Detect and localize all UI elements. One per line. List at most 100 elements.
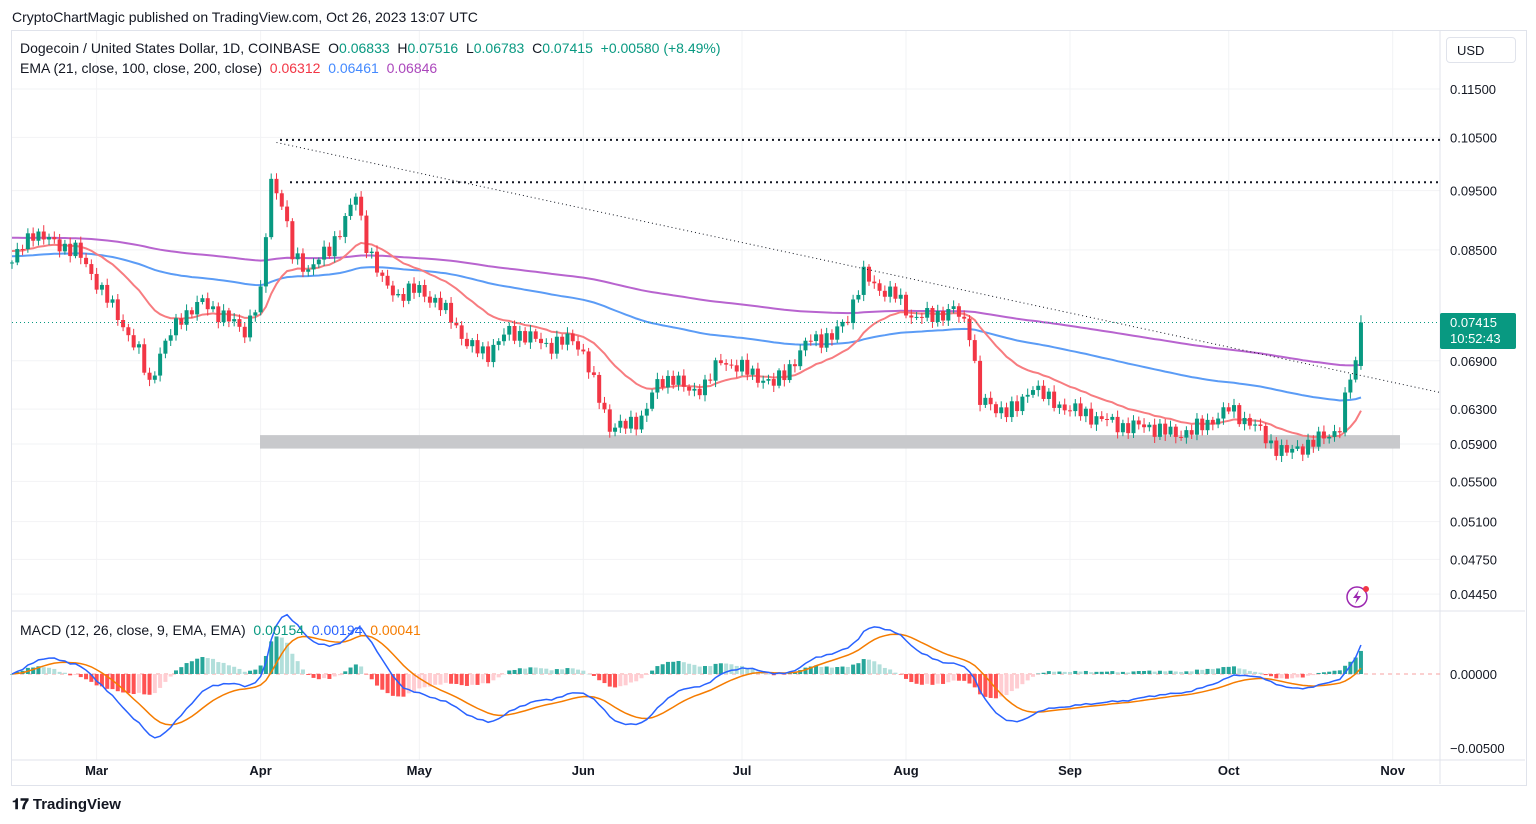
macd-histogram-bar xyxy=(708,666,713,674)
macd-histogram-bar xyxy=(200,657,205,674)
tradingview-logo[interactable]: 𝟏𝟕 TradingView xyxy=(12,796,121,813)
macd-histogram-bar xyxy=(718,663,723,674)
macd-histogram-bar xyxy=(681,662,686,674)
support-zone xyxy=(260,435,1400,449)
macd-histogram-bar xyxy=(581,670,586,674)
candle-body xyxy=(845,321,850,324)
candle-body xyxy=(68,243,73,257)
low-label: L xyxy=(465,40,474,56)
candle-body xyxy=(1004,407,1009,418)
symbol-title[interactable]: Dogecoin / United States Dollar, 1D, COI… xyxy=(20,40,321,56)
macd-histogram-bar xyxy=(1269,674,1274,677)
publisher-line: CryptoChartMagic published on TradingVie… xyxy=(12,9,478,25)
candle-body xyxy=(1020,396,1025,412)
candle-body xyxy=(422,285,427,297)
candle-body xyxy=(909,315,914,318)
macd-histogram-bar xyxy=(1247,670,1252,674)
macd-histogram-bar xyxy=(1025,674,1030,681)
candle-body xyxy=(41,231,46,240)
macd-histogram-bar xyxy=(380,674,385,690)
candle-body xyxy=(343,216,348,237)
candle-body xyxy=(935,310,940,323)
candle-body xyxy=(930,307,935,323)
candle-body xyxy=(1163,423,1168,435)
macd-histogram-bar xyxy=(1136,671,1141,674)
candle-body xyxy=(1152,424,1157,437)
macd-histogram-bar xyxy=(501,674,506,675)
macd-histogram-bar xyxy=(750,669,755,674)
candle-body xyxy=(819,334,824,348)
candle-body xyxy=(549,342,554,354)
price-tick-label: 0.05100 xyxy=(1450,515,1497,530)
change-value: +0.00580 (+8.49%) xyxy=(600,40,721,56)
macd-histogram-bar xyxy=(78,674,83,678)
macd-histogram-bar xyxy=(1306,674,1311,676)
macd-histogram-bar xyxy=(877,664,882,674)
candle-body xyxy=(248,315,253,338)
ema200-line xyxy=(11,236,1362,367)
candle-body xyxy=(999,407,1004,414)
macd-label[interactable]: MACD (12, 26, close, 9, EMA, EMA) xyxy=(20,622,246,638)
macd-histogram-bar xyxy=(216,662,221,674)
macd-histogram-bar xyxy=(1237,668,1242,674)
candle-body xyxy=(560,336,565,345)
candle-body xyxy=(591,372,596,375)
macd-histogram-bar xyxy=(1242,669,1247,674)
macd-histogram-bar xyxy=(845,666,850,674)
price-tick-label: 0.06300 xyxy=(1450,402,1497,417)
candle-body xyxy=(269,178,274,238)
candle-body xyxy=(401,294,406,301)
macd-histogram-bar xyxy=(263,655,268,674)
macd-histogram-bar xyxy=(1105,671,1110,674)
macd-histogram-bar xyxy=(417,674,422,689)
macd-histogram-bar xyxy=(1337,670,1342,674)
candle-body xyxy=(226,310,231,322)
macd-histogram-bar xyxy=(1147,670,1152,674)
candle-body xyxy=(184,310,189,325)
macd-histogram-bar xyxy=(84,674,89,680)
macd-histogram-bar xyxy=(126,674,131,694)
macd-histogram-bar xyxy=(168,674,173,677)
candle-body xyxy=(851,299,856,324)
ema-label[interactable]: EMA (21, close, 100, close, 200, close) xyxy=(20,60,263,76)
macd-histogram-bar xyxy=(396,674,401,697)
candle-body xyxy=(311,264,316,270)
candle-body xyxy=(364,215,369,254)
candle-body xyxy=(782,370,787,381)
candle-body xyxy=(724,363,729,365)
candle-body xyxy=(163,340,168,354)
macd-tick-label: −0.00500 xyxy=(1450,741,1505,756)
macd-histogram-bar xyxy=(1057,671,1062,674)
candle-body xyxy=(602,402,607,410)
macd-histogram-bar xyxy=(480,674,485,684)
candle-body xyxy=(898,294,903,299)
macd-histogram-bar xyxy=(385,674,390,694)
currency-selector[interactable]: USD xyxy=(1446,37,1516,63)
candle-body xyxy=(792,364,797,367)
candle-body xyxy=(554,336,559,354)
candle-body xyxy=(946,309,951,321)
macd-histogram-bar xyxy=(539,668,543,674)
lightning-icon[interactable] xyxy=(1346,586,1369,608)
ema200-value: 0.06846 xyxy=(386,60,438,76)
macd-histogram-bar xyxy=(1231,666,1236,674)
macd-histogram-bar xyxy=(47,667,52,674)
macd-hist-value: 0.00154 xyxy=(253,622,305,638)
candle-body xyxy=(808,340,813,342)
notification-dot xyxy=(1363,586,1369,592)
candle-body xyxy=(956,306,961,317)
candle-body xyxy=(195,301,200,315)
bar-countdown: 10:52:43 xyxy=(1450,331,1501,346)
candle-body xyxy=(1316,431,1321,447)
macd-histogram-bar xyxy=(89,674,94,682)
candle-body xyxy=(396,294,401,296)
macd-histogram-bar xyxy=(856,663,861,674)
macd-histogram-bar xyxy=(554,669,559,674)
candle-body xyxy=(539,338,543,344)
lightning-icon-ring xyxy=(1346,586,1368,608)
macd-histogram-bar xyxy=(337,674,342,676)
macd-histogram-bar xyxy=(1316,672,1321,674)
candle-body xyxy=(1105,419,1110,421)
ema21-line xyxy=(11,241,1362,439)
